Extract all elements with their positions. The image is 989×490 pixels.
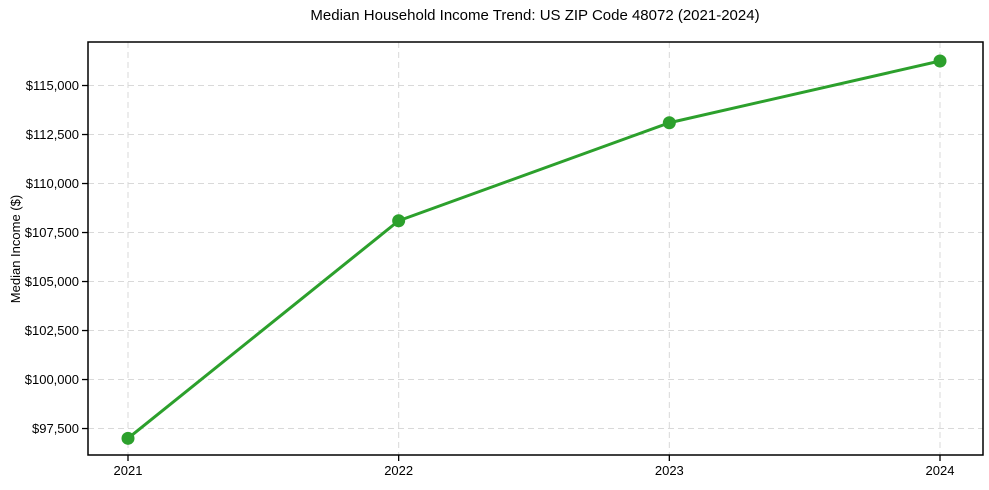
x-tick-label: 2024 bbox=[926, 463, 955, 478]
plot-border bbox=[87, 41, 984, 456]
x-tick-label: 2023 bbox=[655, 463, 684, 478]
y-tick-label: $102,500 bbox=[25, 323, 79, 338]
data-point-2021 bbox=[121, 431, 135, 445]
y-tick-label: $107,500 bbox=[25, 225, 79, 240]
y-axis-label: Median Income ($) bbox=[8, 195, 23, 303]
y-tick-label: $110,000 bbox=[26, 176, 79, 191]
y-tick-label: $97,500 bbox=[32, 421, 79, 436]
chart-title: Median Household Income Trend: US ZIP Co… bbox=[310, 7, 759, 24]
data-point-2022 bbox=[392, 214, 406, 228]
data-point-2023 bbox=[662, 116, 676, 130]
trend-line bbox=[126, 59, 942, 440]
y-tick-label: $112,500 bbox=[26, 127, 79, 142]
x-tick-label: 2021 bbox=[114, 463, 143, 478]
y-tick-label: $115,000 bbox=[26, 78, 79, 93]
y-tick-label: $105,000 bbox=[25, 274, 79, 289]
y-tick-label: $100,000 bbox=[25, 372, 79, 387]
x-tick-label: 2022 bbox=[384, 463, 413, 478]
data-point-2024 bbox=[933, 54, 947, 68]
